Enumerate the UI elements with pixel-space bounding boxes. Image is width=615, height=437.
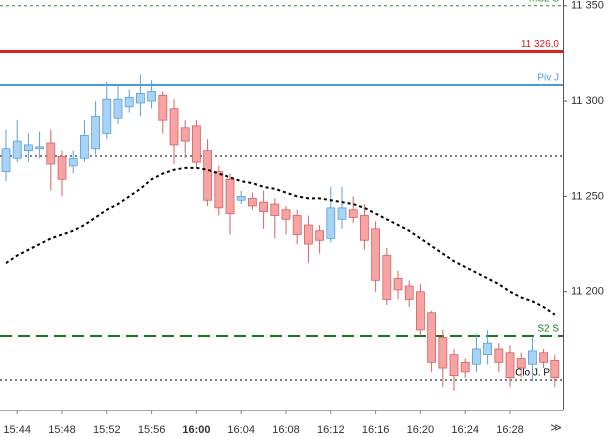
y-tick-label: 11 250 xyxy=(571,190,604,202)
candle-body xyxy=(404,285,414,300)
level-label: Clo J. Pré xyxy=(515,368,559,379)
candle-body xyxy=(315,230,325,241)
candle-body xyxy=(80,134,89,159)
candle-body xyxy=(303,224,313,245)
candle-body xyxy=(326,207,336,239)
y-tick-label: 11 200 xyxy=(571,286,604,298)
candle-body xyxy=(124,96,134,108)
x-tick-label: 16:16 xyxy=(362,424,390,436)
y-tick-label: 11 350 xyxy=(571,0,604,12)
candle-body xyxy=(91,115,100,150)
level-label: Piv J xyxy=(537,73,559,84)
candle-body xyxy=(393,278,403,291)
candle-body xyxy=(471,348,481,365)
candle-body xyxy=(203,150,213,201)
candle-body xyxy=(460,361,470,373)
candle-body xyxy=(102,98,112,134)
candle-body xyxy=(359,215,369,241)
level-label: 11 326,0 xyxy=(521,39,560,50)
candle-body xyxy=(348,209,358,218)
candle-body xyxy=(371,228,381,281)
y-tick-label: 11 300 xyxy=(571,95,604,107)
candle-body xyxy=(113,98,123,119)
x-tick-label: 15:52 xyxy=(93,424,121,436)
candle-body xyxy=(415,291,425,331)
candle-body xyxy=(214,171,224,209)
candle-body xyxy=(483,342,493,356)
moving-average xyxy=(5,166,556,316)
candle-body xyxy=(225,178,235,214)
candle-body xyxy=(438,337,448,369)
candle-body xyxy=(236,196,246,201)
candle-body xyxy=(68,157,78,167)
candle-body xyxy=(12,140,22,159)
candle-body xyxy=(516,358,526,369)
candle-body xyxy=(23,144,33,152)
candle-body xyxy=(57,155,67,180)
candle-body xyxy=(35,146,44,150)
candle-body xyxy=(180,127,190,142)
candle-body xyxy=(539,352,548,363)
candle-body xyxy=(427,312,437,363)
x-tick-label: 16:00 xyxy=(182,424,210,436)
candle-body xyxy=(158,94,168,121)
candle-body xyxy=(147,91,157,102)
candle-body xyxy=(259,201,269,213)
candle-body xyxy=(270,203,280,216)
candle-body xyxy=(247,197,257,207)
candle-body xyxy=(135,93,145,104)
candle-body xyxy=(292,215,302,235)
candle-body xyxy=(550,360,560,378)
level-label: S2 S xyxy=(537,324,559,335)
x-tick-label: 15:56 xyxy=(138,424,166,436)
x-tick-label: 15:48 xyxy=(48,424,76,436)
candle-body xyxy=(449,354,459,377)
x-tick-label: 16:20 xyxy=(407,424,435,436)
x-tick-label: 16:12 xyxy=(317,424,345,436)
x-tick-label: 15:44 xyxy=(3,424,31,436)
scroll-icon[interactable]: ≫ xyxy=(550,422,562,434)
candle-body xyxy=(281,209,291,220)
candle-body xyxy=(528,350,537,365)
candle-body xyxy=(1,148,11,173)
candle-body xyxy=(169,108,179,146)
candle-body xyxy=(337,207,347,220)
candle-body xyxy=(382,255,392,300)
x-tick-label: 16:28 xyxy=(496,424,524,436)
candle-body xyxy=(191,125,201,163)
x-tick-label: 16:08 xyxy=(272,424,300,436)
level-label: mS2 S xyxy=(529,0,559,4)
x-tick-label: 16:04 xyxy=(227,424,255,436)
candle-body xyxy=(505,352,515,378)
x-tick-label: 16:24 xyxy=(451,424,479,436)
candle-body xyxy=(46,142,56,165)
candle-body xyxy=(494,348,504,363)
